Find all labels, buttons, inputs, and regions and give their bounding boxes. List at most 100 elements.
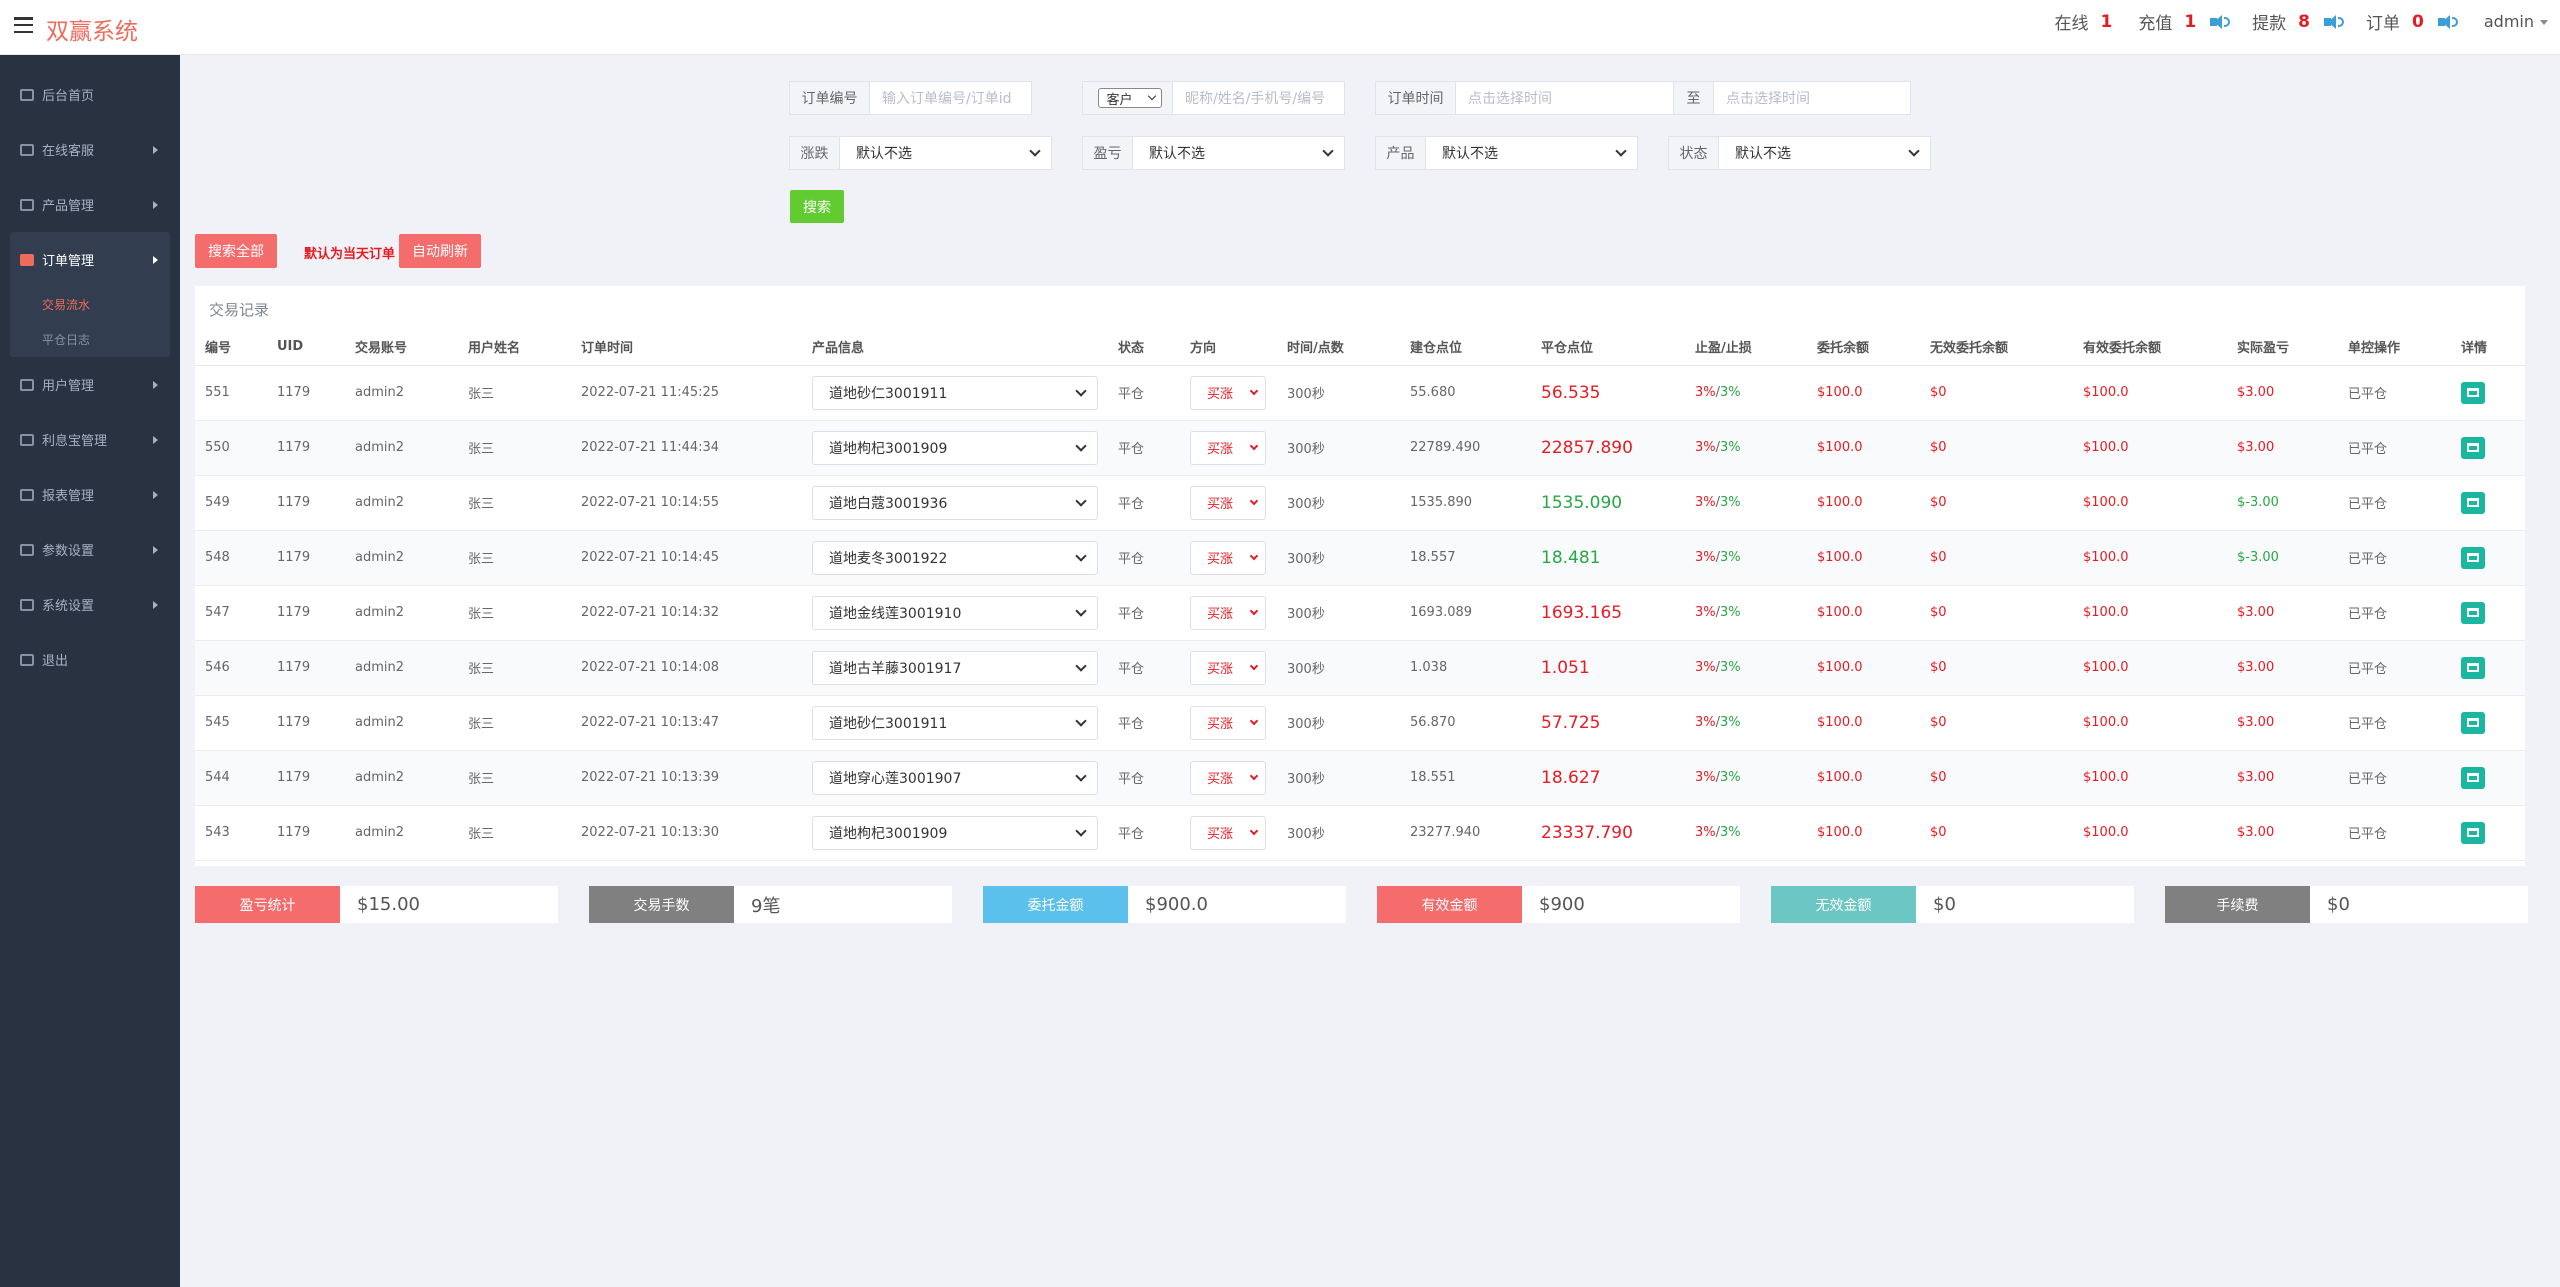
cell-direction: 买涨	[1180, 365, 1277, 421]
direction-select-value: 买涨	[1207, 717, 1234, 732]
sidebar-item-reports[interactable]: 报表管理	[0, 467, 180, 522]
status-select-value: 默认不选	[1735, 146, 1791, 162]
column-header: 方向	[1180, 329, 1277, 366]
summary-value: $900.0	[1128, 886, 1346, 923]
direction-select-value: 买涨	[1207, 607, 1234, 622]
direction-select[interactable]: 买涨	[1190, 650, 1266, 685]
chevron-right-icon	[153, 601, 158, 609]
cell-detail	[2451, 750, 2525, 806]
sidebar-item-service[interactable]: 在线客服	[0, 122, 180, 177]
withdraw-sound-icon[interactable]	[2324, 14, 2345, 29]
detail-icon[interactable]	[2461, 766, 2485, 789]
sidebar-item-logout[interactable]: 退出	[0, 632, 180, 687]
cell-open-price: 56.870	[1400, 695, 1531, 751]
order-sound-icon[interactable]	[2437, 14, 2458, 29]
customer-input[interactable]: 昵称/姓名/手机号/编号	[1185, 91, 1326, 107]
search-all-button[interactable]: 搜索全部	[195, 234, 277, 268]
product-select[interactable]: 道地麦冬3001922	[812, 540, 1098, 575]
pnl-select-value: 默认不选	[1149, 146, 1205, 162]
customer-select[interactable]: 客户	[1097, 88, 1162, 108]
product-select-value: 道地穿心莲3001907	[829, 770, 962, 787]
user-icon	[20, 378, 34, 391]
sidebar-item-dashboard[interactable]: 后台首页	[0, 67, 180, 122]
direction-select[interactable]: 买涨	[1190, 540, 1266, 575]
user-menu[interactable]: admin	[2484, 12, 2548, 31]
direction-select[interactable]: 买涨	[1190, 815, 1266, 850]
recharge-sound-icon[interactable]	[2210, 14, 2231, 29]
direction-select[interactable]: 买涨	[1190, 705, 1266, 740]
sidebar-item-products[interactable]: 产品管理	[0, 177, 180, 232]
tp-sl-separator: /	[1715, 605, 1721, 620]
product-select[interactable]: 道地枸杞3001909	[812, 815, 1098, 850]
cell-direction: 买涨	[1180, 640, 1277, 696]
product-select[interactable]: 道地金线莲3001910	[812, 595, 1098, 630]
product-select[interactable]: 默认不选	[1426, 137, 1637, 169]
product-select[interactable]: 道地白蔻3001936	[812, 485, 1098, 520]
cell-product: 道地白蔻3001936	[802, 475, 1108, 531]
product-select[interactable]: 道地砂仁3001911	[812, 375, 1098, 410]
tp-sl-separator: /	[1715, 440, 1721, 455]
cell-id: 544	[195, 750, 267, 806]
cell-close-price: 22857.890	[1531, 420, 1685, 476]
product-select[interactable]: 道地砂仁3001911	[812, 705, 1098, 740]
sidebar-item-users[interactable]: 用户管理	[0, 357, 180, 412]
search-button[interactable]: 搜索	[790, 190, 844, 223]
sidebar-item-orders[interactable]: 订单管理	[10, 232, 170, 287]
detail-icon[interactable]	[2461, 436, 2485, 459]
product-select[interactable]: 道地穿心莲3001907	[812, 760, 1098, 795]
sidebar-item-label: 报表管理	[42, 489, 95, 504]
chevron-right-icon	[153, 146, 158, 154]
withdraw-count: 8	[2298, 11, 2311, 32]
column-header: 委托余额	[1807, 329, 1920, 366]
cell-invalid-entrust: $0	[1920, 750, 2073, 806]
cell-valid-entrust: $100.0	[2073, 365, 2227, 421]
direction-select[interactable]: 买涨	[1190, 760, 1266, 795]
chevron-down-icon	[1249, 606, 1259, 615]
cell-account: admin2	[345, 420, 458, 476]
auto-refresh-button[interactable]: 自动刷新	[399, 234, 481, 268]
detail-icon[interactable]	[2461, 381, 2485, 404]
detail-icon[interactable]	[2461, 656, 2485, 679]
direction-select[interactable]: 买涨	[1190, 595, 1266, 630]
sidebar-item-system[interactable]: 系统设置	[0, 577, 180, 632]
order-label: 订单	[2366, 14, 2401, 34]
column-header: 建仓点位	[1400, 329, 1531, 366]
orders-icon	[20, 253, 34, 266]
sidebar-item-interest[interactable]: 利息宝管理	[0, 412, 180, 467]
sidebar-subitem-close-log[interactable]: 平仓日志	[42, 333, 91, 347]
cell-time: 2022-07-21 10:13:30	[571, 805, 802, 861]
cell-status: 平仓	[1108, 805, 1180, 861]
detail-icon[interactable]	[2461, 821, 2485, 844]
cell-invalid-entrust: $0	[1920, 365, 2073, 421]
time-end-input[interactable]: 点击选择时间	[1726, 91, 1810, 107]
sidebar-subitem-transactions[interactable]: 交易流水	[42, 298, 91, 312]
chevron-down-icon	[1075, 769, 1087, 782]
summary-value: $0	[1916, 886, 2134, 923]
direction-select[interactable]: 买涨	[1190, 485, 1266, 520]
rise-select[interactable]: 默认不选	[840, 137, 1051, 169]
status-select[interactable]: 默认不选	[1719, 137, 1930, 169]
cell-entrust: $100.0	[1807, 530, 1920, 586]
detail-icon[interactable]	[2461, 546, 2485, 569]
cell-tp-sl: 3%/3%	[1685, 365, 1807, 421]
detail-icon[interactable]	[2461, 601, 2485, 624]
direction-select[interactable]: 买涨	[1190, 430, 1266, 465]
take-profit: 3%	[1695, 385, 1716, 400]
chevron-down-icon	[1075, 439, 1087, 452]
product-select[interactable]: 道地古羊藤3001917	[812, 650, 1098, 685]
detail-icon[interactable]	[2461, 491, 2485, 514]
order-no-input[interactable]: 输入订单编号/订单id	[882, 91, 1012, 107]
time-start-input[interactable]: 点击选择时间	[1456, 82, 1674, 114]
product-select[interactable]: 道地枸杞3001909	[812, 430, 1098, 465]
cell-time: 2022-07-21 10:14:45	[571, 530, 802, 586]
detail-icon[interactable]	[2461, 711, 2485, 734]
direction-select[interactable]: 买涨	[1190, 375, 1266, 410]
chevron-right-icon	[153, 491, 158, 499]
chevron-down-icon	[1615, 145, 1627, 157]
pnl-select[interactable]: 默认不选	[1133, 137, 1344, 169]
menu-toggle-icon[interactable]	[14, 17, 33, 33]
sidebar-item-params[interactable]: 参数设置	[0, 522, 180, 577]
column-header: 有效委托余额	[2073, 329, 2227, 366]
cell-direction: 买涨	[1180, 750, 1277, 806]
sidebar: 后台首页 在线客服 产品管理 订单管理 交易流水 平仓日志 用户管理 利息宝管理…	[0, 55, 180, 1287]
